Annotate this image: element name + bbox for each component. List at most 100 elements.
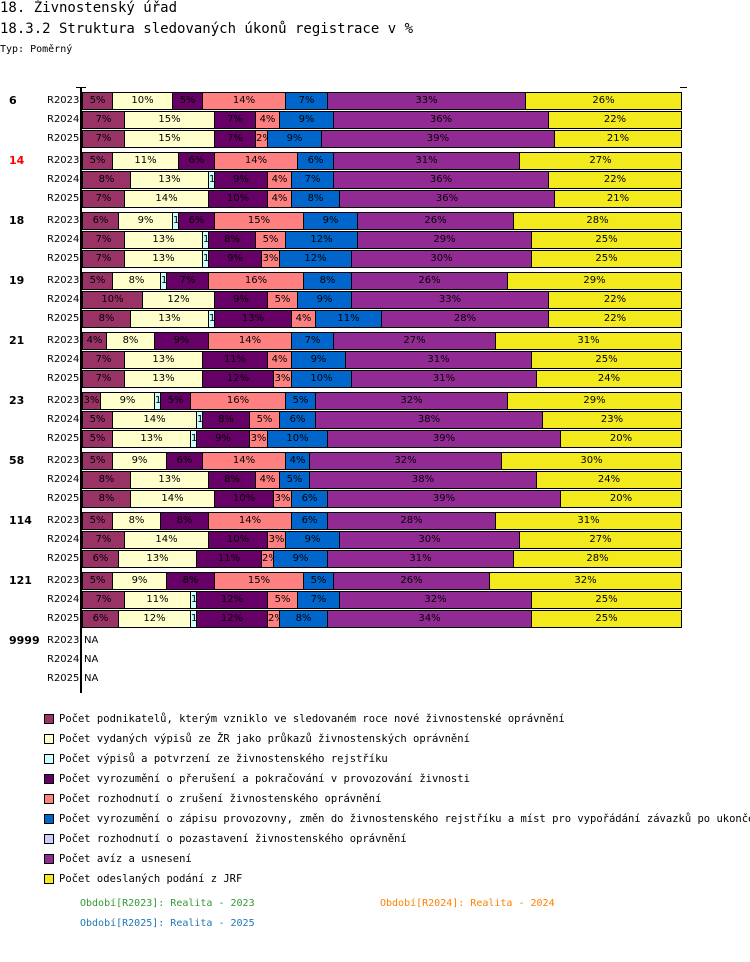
period-label: R2025 [47,133,80,144]
stacked-bar: 5%14%1%8%5%6%38%23% [82,411,682,429]
period-label: R2024 [47,594,80,605]
legend-label: Počet avíz a usnesení [59,853,192,865]
bar-segment-vypisy_prukaz: 15% [125,112,215,128]
bar-segment-aviza: 39% [322,131,555,147]
bar-segment-provozovna: 12% [280,251,352,267]
na-value: NA [84,635,99,646]
bar-segment-vypisy_prukaz: 14% [131,491,215,507]
bar-segment-jrf: 25% [532,251,681,267]
bar-segment-provozovna: 4% [286,453,310,469]
bar-segment-preruseni: 9% [215,292,268,308]
period-label: R2024 [47,174,80,185]
bar-segment-podnikatele: 7% [83,131,125,147]
bar-segment-preruseni: 7% [215,131,256,147]
stacked-bar: 5%13%1%9%3%10%39%20% [82,430,682,448]
bar-segment-jrf: 28% [514,551,681,567]
bar-segment-podnikatele: 5% [83,453,113,469]
bar-segment-zruseni: 14% [203,93,286,109]
bar-segment-zruseni: 4% [256,472,280,488]
bar-segment-vypisy_prukaz: 14% [113,412,197,428]
bar-segment-zruseni: 5% [250,412,280,428]
bar-segment-provozovna: 9% [268,131,322,147]
bar-segment-provozovna: 9% [280,112,334,128]
stacked-bar: 7% 14% 10% 4% 8% 36% 21% [82,190,682,208]
legend-swatch-icon [44,734,54,744]
bar-segment-preruseni: 12% [197,592,268,608]
bar-segment-podnikatele: 8% [83,491,131,507]
bar-segment-vypisy_potvrzeni: 1% [203,251,209,267]
bar-segment-jrf: 30% [502,453,681,469]
stacked-bar: 5% 11% 6% 14% 6% 31% 27% [82,152,682,170]
bar-segment-vypisy_prukaz: 11% [113,153,179,169]
bar-segment-preruseni: 9% [215,172,268,188]
bar-segment-provozovna: 9% [292,352,346,368]
bar-segment-podnikatele: 7% [83,232,125,248]
stacked-bar: 8% 13% 8% 4% 5% 38% 24% [82,471,682,489]
bar-segment-vypisy_potvrzeni: 1% [191,611,197,627]
bar-segment-podnikatele: 5% [83,273,113,289]
period-label: R2024 [47,474,80,485]
bar-segment-preruseni: 10% [215,491,274,507]
bar-segment-podnikatele: 6% [83,611,119,627]
bar-segment-podnikatele: 7% [83,191,125,207]
bar-segment-provozovna: 10% [268,431,328,447]
bar-segment-jrf: 25% [532,352,681,368]
period-label: R2025 [47,553,80,564]
bar-segment-provozovna: 6% [280,412,316,428]
bar-segment-podnikatele: 5% [83,431,113,447]
period-label: R2025 [47,433,80,444]
bar-segment-vypisy_prukaz: 13% [125,232,203,248]
bar-segment-podnikatele: 5% [83,93,113,109]
bar-segment-vypisy_prukaz: 13% [119,551,197,567]
legend-label: Počet vydaných výpisů ze ŽR jako průkazů… [59,733,470,745]
stacked-bar: 8% 14% 10% 3% 6% 39% 20% [82,490,682,508]
stacked-bar: 7% 14% 10% 3% 9% 30% 27% [82,531,682,549]
bar-segment-jrf: 20% [561,431,681,447]
bar-segment-vypisy_prukaz: 8% [113,513,161,529]
period-legend-entry: Období[R2024]: Realita - 2024 [380,898,555,909]
bar-segment-vypisy_potvrzeni: 1% [191,431,197,447]
bar-segment-podnikatele: 5% [83,153,113,169]
period-label: R2025 [47,673,80,684]
bar-segment-preruseni: 12% [203,371,274,387]
bar-segment-zruseni: 15% [215,213,304,229]
group-label: 114 [9,514,32,527]
bar-segment-podnikatele: 7% [83,112,125,128]
bar-segment-jrf: 24% [537,472,681,488]
bar-segment-aviza: 33% [352,292,549,308]
bar-segment-vypisy_prukaz: 13% [125,352,203,368]
bar-segment-aviza: 30% [340,532,520,548]
stacked-bar-chart: 6 R2023 5% 10% 5% 14% 7% 33% 26% R2024 7% 15% 7% 4% 9%… [0,60,750,700]
bar-segment-vypisy_prukaz: 8% [107,333,155,349]
bar-segment-provozovna: 9% [298,292,352,308]
legend-label: Počet vyrozumění o přerušení a pokračová… [59,773,470,785]
legend-swatch-icon [44,714,54,724]
bar-segment-zruseni: 14% [215,153,298,169]
bar-segment-preruseni: 11% [197,551,262,567]
bar-segment-podnikatele: 7% [83,251,125,267]
period-label: R2023 [47,335,80,346]
bar-segment-zruseni: 15% [215,573,304,589]
y-axis-line [80,87,82,693]
bar-segment-podnikatele: 7% [83,371,125,387]
bar-segment-zruseni: 3% [262,251,280,267]
period-legend-entry: Období[R2025]: Realita - 2025 [80,918,255,929]
group-label: 14 [9,154,25,167]
stacked-bar: 7% 13% 12% 3% 10% 31% 24% [82,370,682,388]
stacked-bar: 10% 12% 9% 5% 9% 33% 22% [82,291,682,309]
group-label: 9999 [9,634,40,647]
group-label: 21 [9,334,25,347]
bar-segment-preruseni: 7% [167,273,209,289]
period-label: R2023 [47,215,80,226]
bar-segment-podnikatele: 7% [83,532,125,548]
bar-segment-preruseni: 6% [179,153,215,169]
period-label: R2023 [47,155,80,166]
stacked-bar: 6%12%1%12%2%8%34%25% [82,610,682,628]
bar-segment-aviza: 26% [358,213,514,229]
stacked-bar: 6%9%1%6%15%9%26%28% [82,212,682,230]
period-label: R2025 [47,373,80,384]
bar-segment-preruseni: 11% [203,352,268,368]
group-label: 121 [9,574,32,587]
bar-segment-preruseni: 12% [197,611,268,627]
axis-top-tick [76,87,86,88]
